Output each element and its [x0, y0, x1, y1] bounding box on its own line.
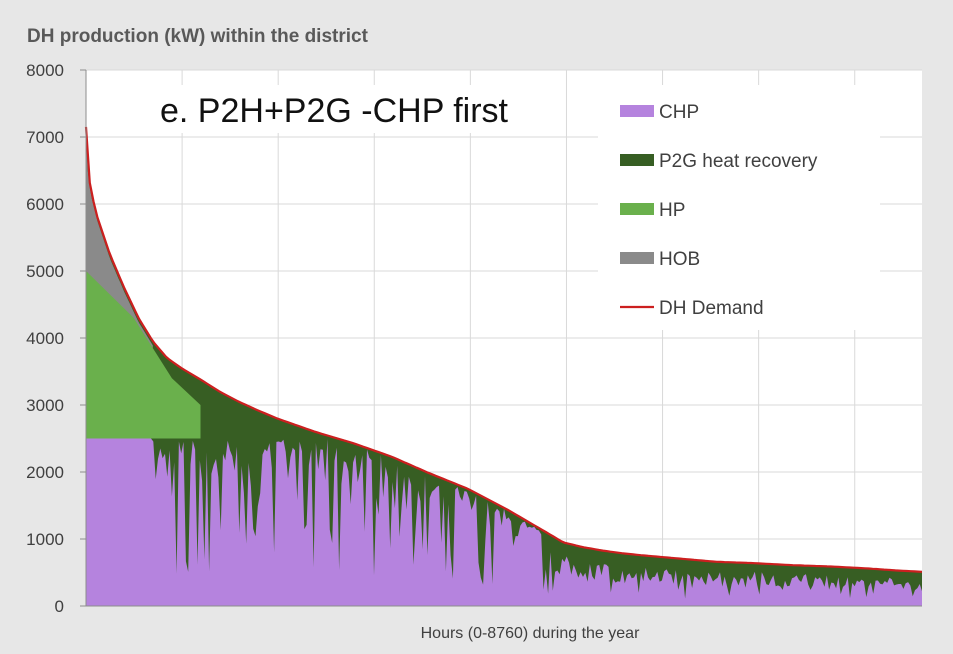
x-axis-label: Hours (0-8760) during the year — [421, 625, 640, 642]
y-tick-label: 2000 — [26, 463, 64, 482]
chart-subtitle: e. P2H+P2G -CHP first — [160, 92, 509, 130]
y-tick-label: 3000 — [26, 396, 64, 415]
legend-swatch-p2g-heat-recovery — [620, 154, 654, 166]
legend-label: HP — [659, 200, 685, 221]
legend-swatch-hob — [620, 252, 654, 264]
legend: CHP P2G heat recovery HP HOB DH Demand — [598, 85, 880, 330]
y-tick-label: 5000 — [26, 262, 64, 281]
legend-label: P2G heat recovery — [659, 151, 818, 172]
hp-area — [86, 271, 201, 439]
dh-demand-line — [84, 126, 923, 573]
legend-swatch-chp — [620, 105, 654, 117]
y-tick-label: 1000 — [26, 530, 64, 549]
y-tick-label: 6000 — [26, 195, 64, 214]
chart-title: DH production (kW) within the district — [27, 26, 369, 47]
y-tick-label: 8000 — [26, 61, 64, 80]
legend-swatch-hp — [620, 203, 654, 215]
subtitle-box — [128, 85, 542, 133]
legend-label: DH Demand — [659, 298, 764, 319]
y-axis: 0 1000 2000 3000 4000 5000 6000 7000 8000 — [26, 61, 922, 616]
chp-area — [86, 438, 922, 606]
y-tick-label: 7000 — [26, 128, 64, 147]
y-tick-label: 4000 — [26, 329, 64, 348]
legend-label: CHP — [659, 102, 699, 123]
y-tick-label: 0 — [55, 597, 64, 616]
legend-label: HOB — [659, 249, 700, 270]
